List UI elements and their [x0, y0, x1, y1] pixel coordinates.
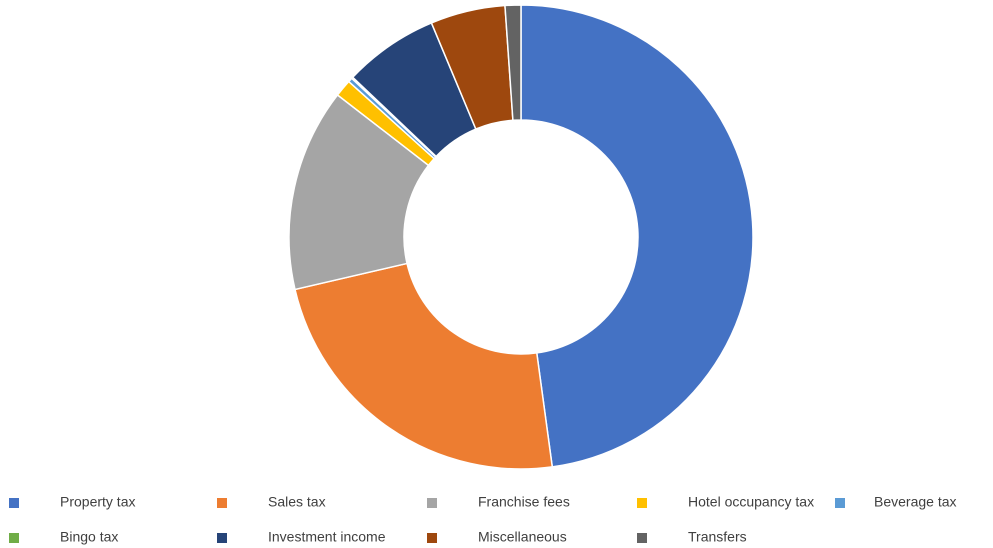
legend-marker — [217, 533, 227, 543]
slice — [294, 262, 554, 470]
legend-label: Bingo tax — [60, 529, 118, 545]
legend-label: Franchise fees — [478, 494, 570, 510]
legend-label: Transfers — [688, 529, 747, 545]
legend-label: Hotel occupancy tax — [688, 494, 814, 510]
legend-label: Property tax — [60, 494, 135, 510]
legend-marker — [637, 498, 647, 508]
legend-marker — [427, 498, 437, 508]
legend-marker — [427, 533, 437, 543]
legend-label: Sales tax — [268, 494, 326, 510]
legend-marker — [835, 498, 845, 508]
legend-marker — [217, 498, 227, 508]
slice — [504, 4, 522, 122]
legend-label: Beverage tax — [874, 494, 957, 510]
legend-marker — [9, 498, 19, 508]
slice — [520, 4, 754, 468]
legend-marker — [637, 533, 647, 543]
slice — [288, 93, 430, 291]
legend-marker — [9, 533, 19, 543]
legend-label: Miscellaneous — [478, 529, 567, 545]
legend-label: Investment income — [268, 529, 386, 545]
